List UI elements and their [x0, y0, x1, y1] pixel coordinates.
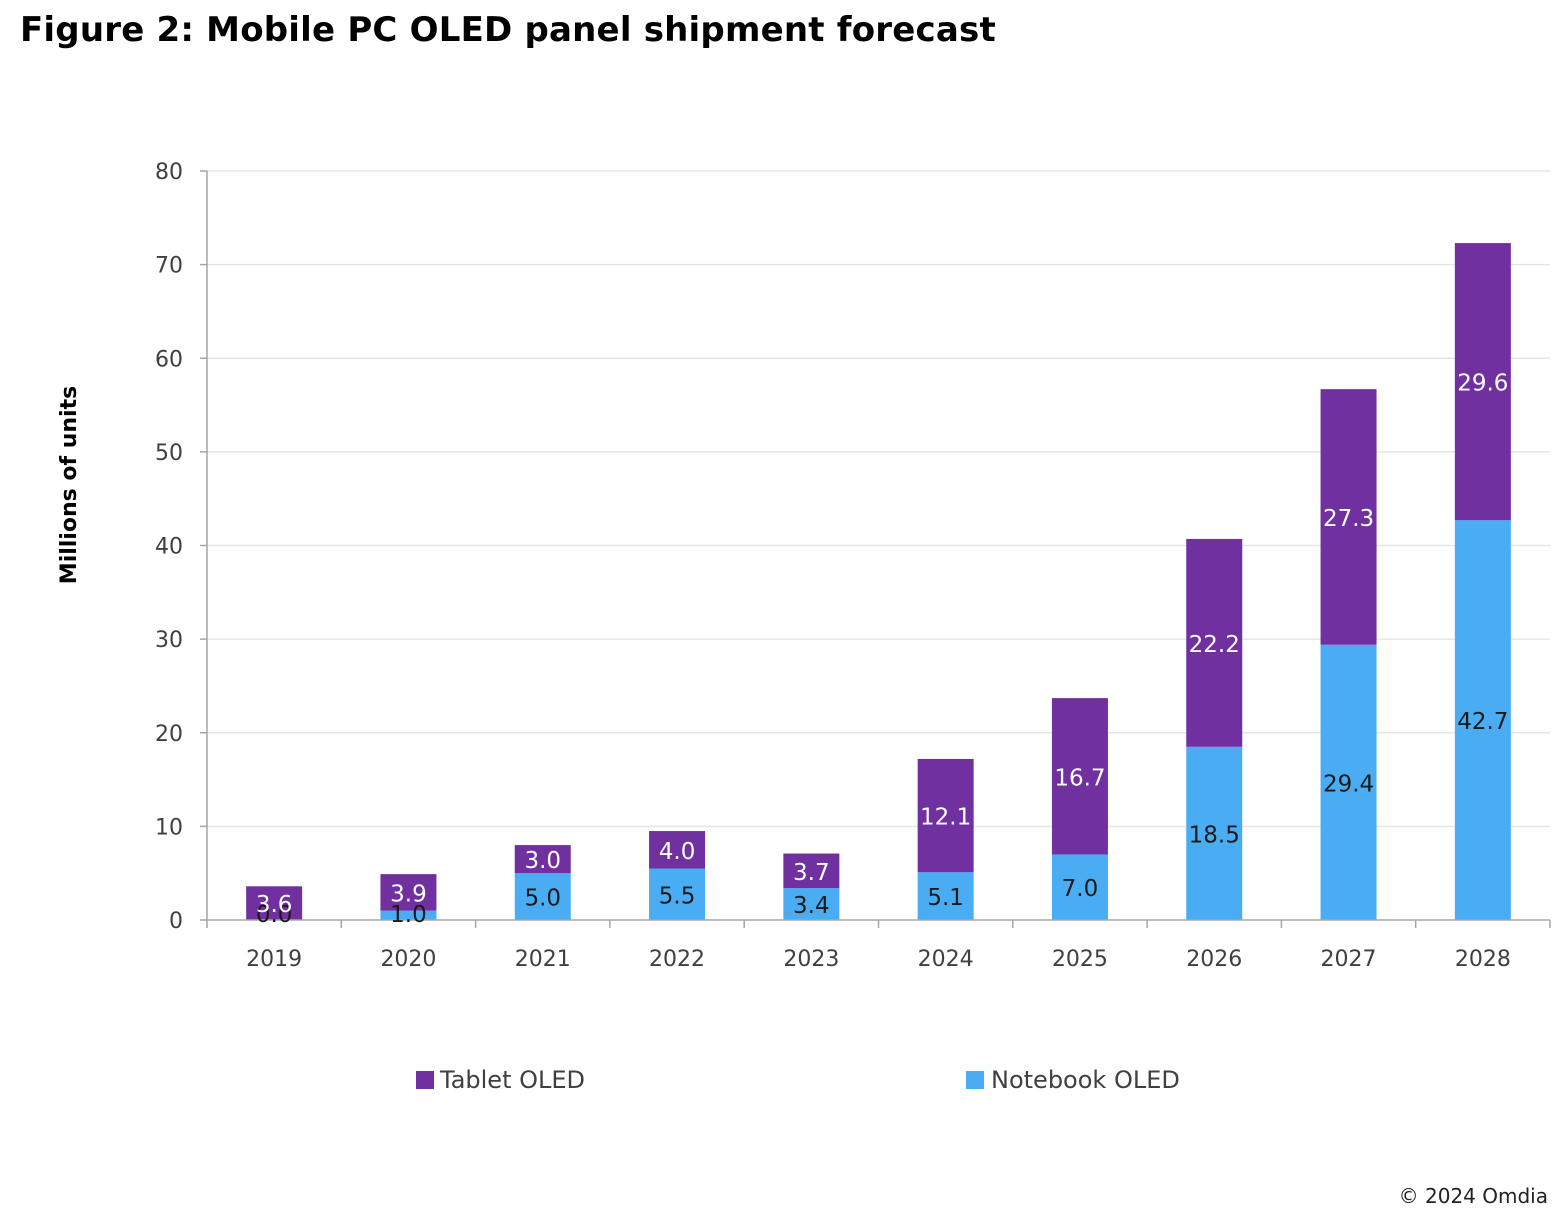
- bar-notebook-oled: [514, 873, 571, 920]
- x-tick-label: 2019: [246, 947, 302, 972]
- bar-tablet-oled: [1051, 698, 1108, 855]
- y-tick-label: 50: [155, 441, 183, 466]
- y-tick-label: 10: [155, 815, 183, 840]
- data-label-notebook: 1.0: [390, 902, 427, 928]
- y-tick-label: 40: [155, 535, 183, 560]
- data-label-notebook: 3.4: [793, 893, 830, 919]
- data-label-notebook: 29.4: [1323, 771, 1374, 797]
- bar-tablet-oled: [1454, 243, 1511, 521]
- bar-notebook-oled: [917, 872, 974, 920]
- data-label-tablet: 29.6: [1457, 371, 1508, 397]
- data-label-tablet: 3.9: [390, 881, 427, 907]
- data-label-notebook: 5.5: [659, 883, 696, 909]
- data-label-notebook: 5.0: [524, 886, 561, 912]
- x-tick-label: 2027: [1321, 947, 1377, 972]
- y-tick-label: 60: [155, 347, 183, 372]
- x-tick-label: 2026: [1186, 947, 1242, 972]
- x-tick-label: 2021: [515, 947, 571, 972]
- y-tick-label: 30: [155, 628, 183, 653]
- y-tick-label: 20: [155, 722, 183, 747]
- bar-tablet-oled: [514, 845, 571, 874]
- bar-notebook-oled: [783, 888, 840, 920]
- data-label-notebook: 5.1: [927, 885, 964, 911]
- data-label-tablet: 3.0: [524, 848, 561, 874]
- bar-tablet-oled: [380, 874, 437, 911]
- x-tick-label: 2028: [1455, 947, 1511, 972]
- bar-tablet-oled: [783, 853, 840, 889]
- bar-notebook-oled: [649, 868, 706, 920]
- data-label-notebook: 0.0: [256, 902, 293, 928]
- legend-tablet-oled-swatch: [416, 1071, 434, 1089]
- y-tick-label: 80: [155, 160, 183, 185]
- data-label-tablet: 16.7: [1054, 765, 1105, 791]
- y-tick-label: 70: [155, 254, 183, 279]
- x-tick-label: 2020: [380, 947, 436, 972]
- data-label-tablet: 12.1: [920, 805, 971, 831]
- y-axis-title: Millions of units: [57, 386, 82, 584]
- bar-tablet-oled: [246, 886, 303, 920]
- axes: 0 10 20 30 40 50 60 70 80 Millions of units 2019 20…: [57, 160, 1551, 972]
- data-label-notebook: 7.0: [1062, 876, 1099, 902]
- gridlines: [207, 170, 1550, 828]
- legend-notebook-oled-label: Notebook OLED: [991, 1066, 1180, 1094]
- bar-tablet-oled: [1320, 389, 1377, 645]
- data-label-tablet: 3.6: [256, 892, 293, 918]
- bar-notebook-oled: [380, 910, 437, 920]
- y-tick-label: 0: [169, 909, 183, 934]
- data-label-notebook: 42.7: [1457, 709, 1508, 735]
- bar-tablet-oled: [917, 758, 974, 873]
- data-label-tablet: 4.0: [659, 839, 696, 865]
- bar-notebook-oled: [1186, 746, 1243, 920]
- bars: [246, 243, 1511, 920]
- x-tick-label: 2023: [783, 947, 839, 972]
- x-tick-label: 2025: [1052, 947, 1108, 972]
- data-label-tablet: 22.2: [1189, 632, 1240, 658]
- x-tick-label: 2024: [918, 947, 974, 972]
- bar-notebook-oled: [1320, 644, 1377, 920]
- bar-tablet-oled: [649, 831, 706, 869]
- bar-tablet-oled: [1186, 538, 1243, 747]
- data-label-tablet: 27.3: [1323, 506, 1374, 532]
- bar-notebook-oled: [1454, 520, 1511, 920]
- x-tick-label: 2022: [649, 947, 705, 972]
- legend-notebook-oled-swatch: [966, 1071, 984, 1089]
- figure-title: Figure 2: Mobile PC OLED panel shipment …: [20, 10, 996, 50]
- copyright-credit: © 2024 Omdia: [1398, 1184, 1548, 1208]
- data-labels: 0.03.6 1.03.9 5.0 3.0 5.5 4.0 3.4 3.7 5.1 12.1 7.0…: [256, 371, 1509, 928]
- bar-notebook-oled: [1051, 854, 1108, 920]
- legend: Tablet OLED Notebook OLED: [416, 1066, 1180, 1094]
- data-label-notebook: 18.5: [1189, 822, 1240, 848]
- data-label-tablet: 3.7: [793, 860, 830, 886]
- legend-tablet-oled-label: Tablet OLED: [439, 1066, 585, 1094]
